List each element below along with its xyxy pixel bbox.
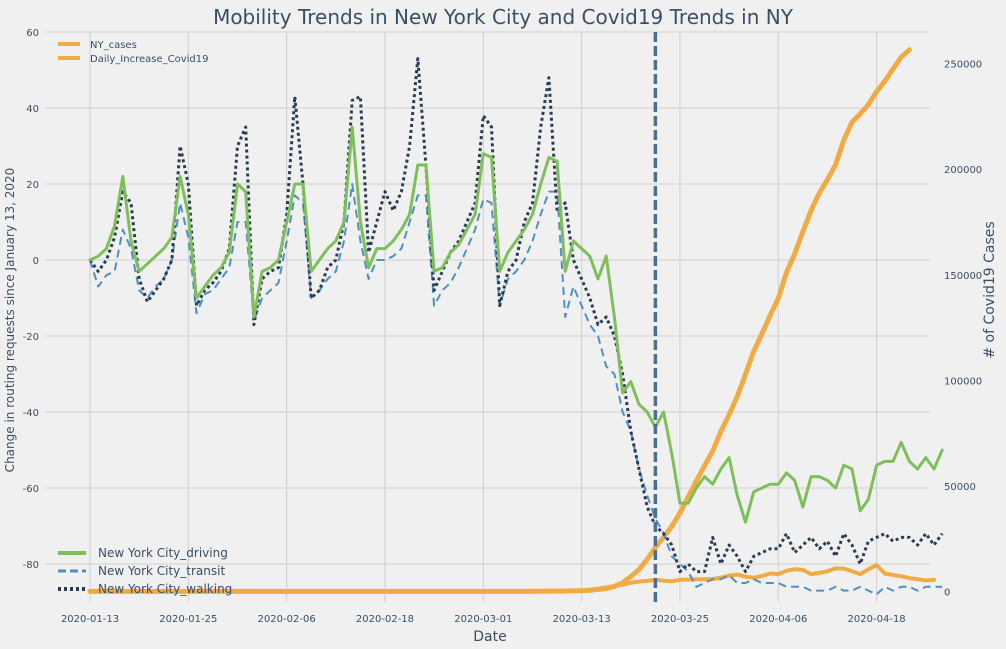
y-left-tick-label: -20 [23,332,39,343]
series-walking [88,57,944,574]
x-tick-label: 2020-01-13 [61,614,119,625]
series-layer [87,32,944,602]
y-left-tick-label: -60 [23,484,39,495]
y-axis-right-label: # of Covid19 Cases [982,221,998,358]
x-tick-label: 2020-03-25 [651,614,709,625]
y-left-tick-label: 60 [26,28,39,39]
x-tick-label: 2020-04-18 [848,614,906,625]
y-left-tick-label: 0 [33,256,39,267]
legend-mobility-label: New York City_transit [98,564,225,578]
x-axis: 2020-01-13 2020-01-25 2020-02-06 2020-02-18… [61,614,906,625]
x-tick-label: 2020-04-06 [749,614,807,625]
x-tick-label: 2020-03-13 [553,614,611,625]
series-transit [89,183,943,596]
legend-mobility: New York City_driving New York City_trans… [58,546,232,596]
y-left-tick-label: 40 [26,104,39,115]
y-left-tick-label: -80 [23,560,39,571]
x-tick-label: 2020-03-01 [454,614,512,625]
y-right-tick-label: 50000 [944,482,976,493]
legend-mobility-label: New York City_driving [98,546,228,560]
legend-mobility-label: New York City_walking [98,582,232,596]
x-tick-label: 2020-02-06 [258,614,316,625]
y-left-tick-label: -40 [23,408,39,419]
series-daily-increase [88,563,936,594]
grid [45,31,930,602]
y-axis-right: 0 50000 100000 150000 200000 250000 [944,60,982,599]
y-left-tick-label: 20 [26,180,39,191]
legend-cases: NY_cases Daily_Increase_Covid19 [58,40,209,65]
series-driving [88,125,944,524]
y-axis-left-label: Change in routing requests since January… [3,168,17,473]
y-axis-left: -80 -60 -40 -20 0 20 40 60 [23,28,39,571]
x-tick-label: 2020-02-18 [356,614,414,625]
x-axis-label: Date [473,629,506,645]
chart-title: Mobility Trends in New York City and Cov… [213,5,794,29]
y-right-tick-label: 100000 [944,376,982,387]
y-right-tick-label: 200000 [944,165,982,176]
legend-cases-label: Daily_Increase_Covid19 [90,54,209,65]
y-right-tick-label: 0 [944,587,950,598]
legend-cases-label: NY_cases [90,40,137,51]
x-tick-label: 2020-01-25 [159,614,217,625]
y-right-tick-label: 250000 [944,60,982,71]
y-right-tick-label: 150000 [944,271,982,282]
